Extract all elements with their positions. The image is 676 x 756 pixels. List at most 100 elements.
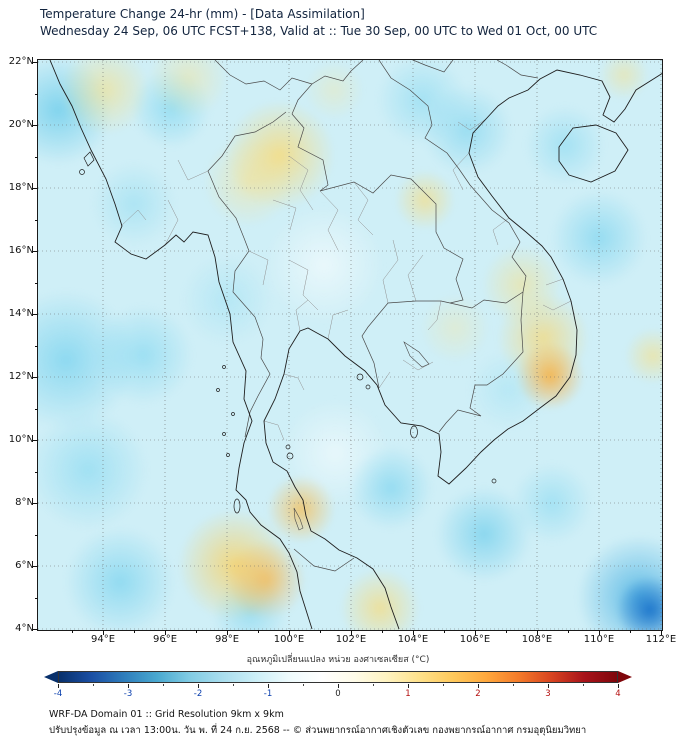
- y-axis-tick: [33, 629, 38, 630]
- y-axis-tick: [33, 314, 38, 315]
- colorbar-minor-tick: [373, 684, 374, 686]
- x-axis-tick: [289, 630, 290, 635]
- colorbar-gradient: [58, 671, 618, 683]
- colorbar-tick: [198, 684, 199, 688]
- y-axis-label: 14°N: [8, 308, 34, 319]
- y-axis-label: 18°N: [8, 182, 34, 193]
- footer-domain-info: WRF-DA Domain 01 :: Grid Resolution 9km …: [49, 709, 284, 720]
- colorbar-minor-tick: [93, 684, 94, 686]
- y-axis-label: 12°N: [8, 371, 34, 382]
- colorbar-tick: [128, 684, 129, 688]
- x-axis-minor-tick: [72, 630, 73, 633]
- y-axis-tick: [33, 566, 38, 567]
- x-axis-label: 106°E: [459, 634, 491, 645]
- x-axis-tick: [599, 630, 600, 635]
- x-axis-minor-tick: [258, 630, 259, 633]
- colorbar-tick-label: 3: [545, 689, 551, 699]
- colorbar-minor-tick: [163, 684, 164, 686]
- y-axis-minor-tick: [35, 345, 38, 347]
- y-axis-minor-tick: [35, 93, 38, 95]
- islands: [79, 151, 497, 514]
- y-axis-tick: [33, 188, 38, 189]
- colorbar-minor-tick: [233, 684, 234, 686]
- x-axis-label: 110°E: [583, 634, 615, 645]
- x-axis-minor-tick: [320, 630, 321, 633]
- colorbar-minor-tick: [443, 684, 444, 686]
- colorbar-minor-tick: [303, 684, 304, 686]
- x-axis-label: 108°E: [521, 634, 553, 645]
- chart-subtitle: Wednesday 24 Sep, 06 UTC FCST+138, Valid…: [40, 24, 598, 38]
- y-axis-label: 20°N: [8, 119, 34, 130]
- y-axis-minor-tick: [35, 408, 38, 410]
- colorbar-tick-label: 2: [475, 689, 481, 699]
- colorbar-tick: [478, 684, 479, 688]
- colorbar-tick-label: 0: [335, 689, 341, 699]
- x-axis-minor-tick: [196, 630, 197, 633]
- colorbar-minor-tick: [583, 684, 584, 686]
- y-axis-label: 6°N: [15, 560, 34, 571]
- y-axis-label: 22°N: [8, 56, 34, 67]
- x-axis-minor-tick: [444, 630, 445, 633]
- temperature-anomaly-field: [38, 60, 662, 630]
- x-axis-minor-tick: [506, 630, 507, 633]
- x-axis-label: 100°E: [273, 634, 305, 645]
- y-axis-tick: [33, 125, 38, 126]
- x-axis-tick: [661, 630, 662, 635]
- province-borders: [120, 118, 572, 441]
- coastline: [49, 60, 662, 630]
- chart-title: Temperature Change 24-hr (mm) - [Data As…: [40, 7, 365, 21]
- x-axis-tick: [537, 630, 538, 635]
- colorbar-tick: [548, 684, 549, 688]
- x-axis-label: 98°E: [214, 634, 240, 645]
- colorbar-tick: [618, 684, 619, 688]
- colorbar-tick: [408, 684, 409, 688]
- x-axis-minor-tick: [568, 630, 569, 633]
- y-axis-minor-tick: [35, 156, 38, 158]
- colorbar-tick: [58, 684, 59, 688]
- x-axis-minor-tick: [630, 630, 631, 633]
- map-overlay: [38, 60, 662, 630]
- x-axis-minor-tick: [134, 630, 135, 633]
- colorbar-tick-label: -3: [123, 689, 133, 699]
- y-axis-label: 8°N: [15, 497, 34, 508]
- x-axis-tick: [475, 630, 476, 635]
- y-axis-minor-tick: [35, 219, 38, 221]
- y-axis-minor-tick: [35, 597, 38, 599]
- x-axis-label: 96°E: [152, 634, 178, 645]
- country-borders: [207, 60, 539, 572]
- grid-lines: [38, 60, 662, 630]
- x-axis-tick: [351, 630, 352, 635]
- x-axis-label: 102°E: [335, 634, 367, 645]
- x-axis-minor-tick: [382, 630, 383, 633]
- colorbar-max-arrow: [618, 671, 632, 683]
- y-axis-tick: [33, 377, 38, 378]
- y-axis-minor-tick: [35, 534, 38, 536]
- x-axis-tick: [165, 630, 166, 635]
- y-axis-minor-tick: [35, 282, 38, 284]
- y-axis-tick: [33, 62, 38, 63]
- lakes: [293, 341, 430, 531]
- map-canvas: [38, 60, 662, 630]
- y-axis-minor-tick: [35, 471, 38, 473]
- footer-update-info: ปรับปรุงข้อมูล ณ เวลา 13:00น. วัน พ. ที่…: [49, 725, 587, 736]
- colorbar-tick-label: -4: [53, 689, 63, 699]
- y-axis-tick: [33, 503, 38, 504]
- colorbar-minor-tick: [513, 684, 514, 686]
- x-axis-tick: [413, 630, 414, 635]
- x-axis-tick: [103, 630, 104, 635]
- y-axis-label: 4°N: [15, 623, 34, 634]
- colorbar-tick-label: 4: [615, 689, 621, 699]
- x-axis-tick: [227, 630, 228, 635]
- colorbar-tick-label: -2: [193, 689, 203, 699]
- colorbar-tick: [338, 684, 339, 688]
- colorbar-min-arrow: [44, 671, 58, 683]
- colorbar-tick: [268, 684, 269, 688]
- y-axis-tick: [33, 251, 38, 252]
- colorbar: -4 -3 -2 -1 0 1 2 3 4: [44, 671, 632, 705]
- x-axis-label: 94°E: [90, 634, 116, 645]
- y-axis-tick: [33, 440, 38, 441]
- colorbar-tick-label: 1: [405, 689, 411, 699]
- colorbar-tick-label: -1: [263, 689, 273, 699]
- x-axis-label: 104°E: [397, 634, 429, 645]
